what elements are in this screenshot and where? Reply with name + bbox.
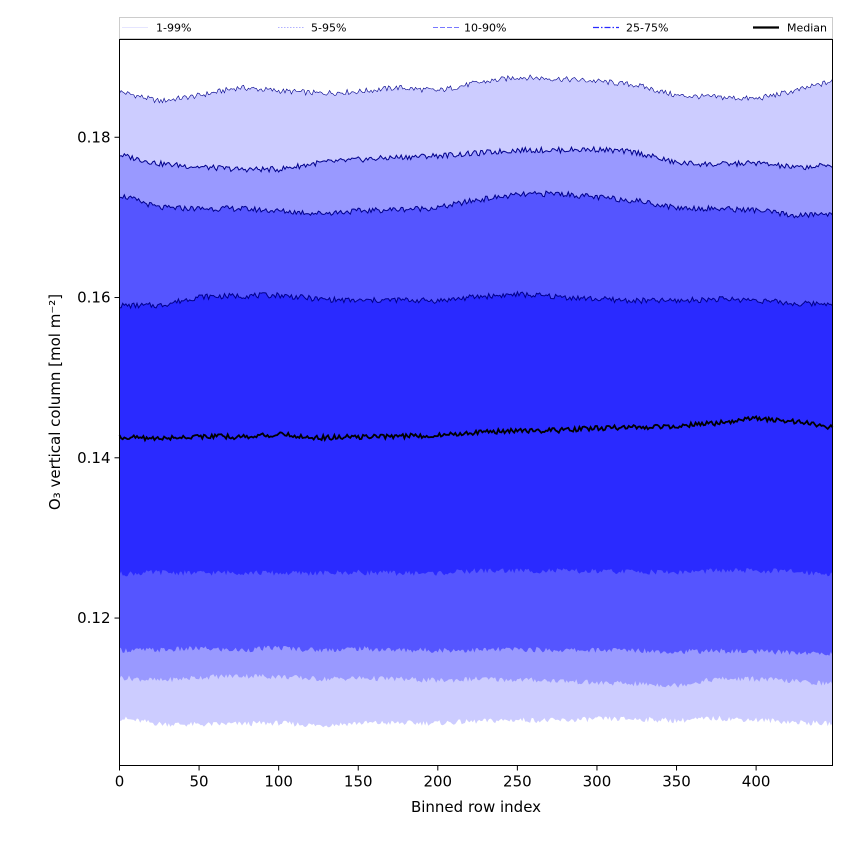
plot-bands (119, 74, 833, 728)
x-tick-label: 0 (115, 773, 125, 791)
legend-label-10-90%: 10-90% (464, 22, 506, 35)
legend-label-Median: Median (787, 22, 827, 35)
plot-frame (119, 39, 833, 766)
band-5-95%-upper-line (119, 145, 833, 174)
y-tick-label: 0.16 (77, 289, 110, 307)
x-axis-title: Binned row index (411, 798, 541, 816)
band-1-99%-upper-line (119, 74, 833, 104)
x-tick-label: 300 (583, 773, 612, 791)
y-axis: 0.12 0.14 0.16 0.18 (77, 128, 120, 627)
x-axis: 0 50 100 150 200 250 300 350 400 (115, 765, 771, 791)
y-tick-label: 0.12 (77, 609, 110, 627)
y-axis-title: O₃ vertical column [mol m⁻²] (46, 294, 64, 510)
y-tick-label: 0.18 (77, 128, 110, 146)
legend-label-25-75%: 25-75% (626, 22, 668, 35)
median-line (118, 414, 834, 443)
legend-box (119, 17, 833, 39)
legend-label-1-99%: 1-99% (156, 22, 191, 35)
band-25-75%-upper-line (119, 290, 833, 310)
x-tick-label: 200 (423, 773, 452, 791)
band-25-75%-area (119, 291, 833, 577)
y-tick-label: 0.14 (77, 449, 110, 467)
x-tick-label: 400 (742, 773, 771, 791)
band-10-90%-upper-line (119, 190, 833, 219)
x-tick-label: 100 (264, 773, 293, 791)
median-series (118, 414, 834, 443)
x-tick-label: 350 (662, 773, 691, 791)
x-tick-label: 150 (344, 773, 373, 791)
x-tick-label: 50 (190, 773, 209, 791)
legend: 1-99% 5-95% 10-90% 25-75% Median (119, 17, 833, 39)
x-tick-label: 250 (503, 773, 532, 791)
legend-label-5-95%: 5-95% (311, 22, 346, 35)
